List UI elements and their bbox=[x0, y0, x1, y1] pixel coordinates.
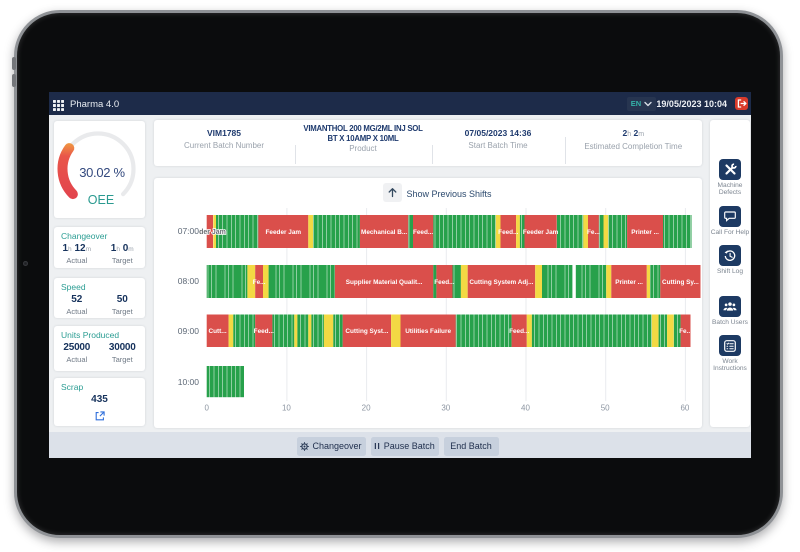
svg-text:Feed...: Feed... bbox=[498, 229, 518, 236]
svg-text:Utilities Failure: Utilities Failure bbox=[405, 328, 451, 335]
svg-text:50: 50 bbox=[600, 404, 609, 413]
svg-text:Cutting Sy...: Cutting Sy... bbox=[661, 279, 698, 286]
svg-text:Cutting System Adj...: Cutting System Adj... bbox=[469, 279, 533, 286]
svg-text:Fe...: Fe... bbox=[679, 328, 692, 335]
svg-text:der Jam: der Jam bbox=[199, 229, 226, 236]
svg-text:40: 40 bbox=[521, 404, 530, 413]
svg-text:Fe...: Fe... bbox=[252, 279, 265, 286]
svg-text:Supplier Material Qualit...: Supplier Material Qualit... bbox=[345, 279, 422, 286]
svg-text:Feed...: Feed... bbox=[509, 328, 529, 335]
svg-text:Cutt...: Cutt... bbox=[208, 328, 226, 335]
svg-text:30: 30 bbox=[441, 404, 450, 413]
svg-text:Cutting Syst...: Cutting Syst... bbox=[345, 328, 388, 335]
svg-text:Fe...: Fe... bbox=[587, 229, 600, 236]
svg-text:Printer ...: Printer ... bbox=[631, 229, 659, 236]
svg-text:09:00: 09:00 bbox=[177, 326, 199, 336]
svg-text:Feed...: Feed... bbox=[412, 229, 432, 236]
svg-text:10:00: 10:00 bbox=[177, 377, 199, 387]
svg-text:Feed...: Feed... bbox=[434, 279, 454, 286]
svg-text:0: 0 bbox=[204, 404, 209, 413]
svg-text:Feeder Jam: Feeder Jam bbox=[265, 229, 301, 236]
svg-text:20: 20 bbox=[361, 404, 370, 413]
svg-text:07:00: 07:00 bbox=[177, 226, 199, 236]
svg-text:08:00: 08:00 bbox=[177, 276, 199, 286]
svg-text:10: 10 bbox=[281, 404, 290, 413]
svg-text:Feeder Jam: Feeder Jam bbox=[522, 229, 558, 236]
svg-text:Feed...: Feed... bbox=[253, 328, 273, 335]
svg-text:Printer ...: Printer ... bbox=[615, 279, 643, 286]
svg-text:Mechanical B...: Mechanical B... bbox=[361, 229, 407, 236]
svg-text:60: 60 bbox=[680, 404, 689, 413]
